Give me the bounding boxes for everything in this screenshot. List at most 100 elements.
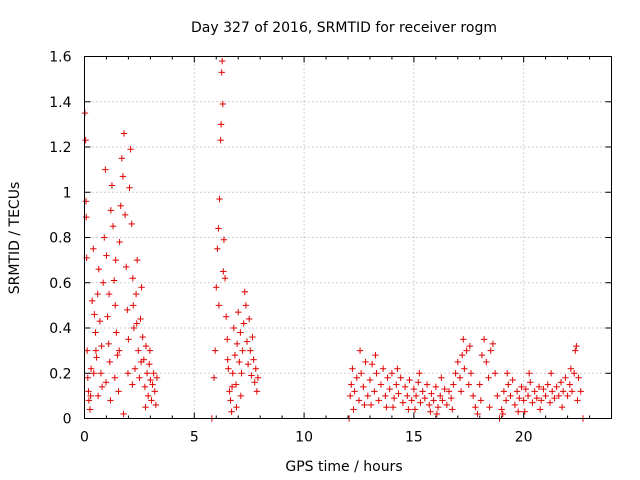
data-point <box>419 388 426 395</box>
data-point <box>395 390 402 397</box>
data-point <box>513 388 521 395</box>
y-tick-label: 0.8 <box>49 231 71 247</box>
data-point <box>92 329 99 336</box>
data-point <box>146 361 153 368</box>
data-point <box>441 385 448 393</box>
data-point <box>86 406 94 413</box>
y-tick-label: 0 <box>63 412 72 428</box>
data-point <box>393 381 400 388</box>
data-point <box>91 311 98 318</box>
data-point <box>568 388 576 395</box>
data-point <box>245 315 253 323</box>
y-tick-label: 0.6 <box>49 276 71 292</box>
data-point <box>210 374 218 381</box>
data-point <box>137 358 145 366</box>
data-point <box>350 406 357 413</box>
x-tick-label: 0 <box>80 430 89 446</box>
data-point <box>107 397 114 404</box>
data-point <box>428 390 435 397</box>
data-point <box>85 397 93 404</box>
data-point <box>426 401 433 409</box>
data-point <box>141 383 149 391</box>
data-point <box>254 374 262 381</box>
data-point <box>433 410 441 418</box>
data-point <box>401 383 409 391</box>
data-point <box>421 394 429 402</box>
data-point <box>133 320 140 327</box>
data-point <box>104 313 111 320</box>
data-point <box>90 245 97 253</box>
data-point <box>384 374 391 381</box>
data-point <box>356 347 364 354</box>
data-point <box>94 290 101 298</box>
data-point <box>148 397 155 404</box>
data-point <box>570 370 578 377</box>
data-point <box>93 354 100 361</box>
y-tick-label: 0.2 <box>49 366 71 382</box>
data-point <box>372 351 379 359</box>
data-point <box>111 374 119 381</box>
data-point <box>123 263 130 271</box>
data-point <box>502 397 510 404</box>
data-point <box>357 370 365 377</box>
data-point <box>437 392 444 400</box>
data-point <box>220 268 227 275</box>
data-point <box>230 324 238 332</box>
data-point <box>117 202 124 210</box>
data-point <box>134 256 141 264</box>
x-tick-labels: 0 5 10 15 20 <box>80 430 533 446</box>
data-point <box>243 338 251 345</box>
data-point <box>85 388 92 395</box>
data-point <box>551 394 558 402</box>
data-point <box>360 383 367 391</box>
data-point <box>457 388 465 395</box>
data-point <box>553 383 560 391</box>
data-point <box>220 236 228 243</box>
data-point <box>476 381 483 388</box>
data-point <box>430 397 437 404</box>
data-point <box>101 234 108 241</box>
data-point <box>390 394 398 402</box>
data-point <box>371 388 378 395</box>
data-point <box>152 401 160 409</box>
data-point <box>219 100 227 108</box>
y-axis-title: SRMTID / TECUs <box>7 182 23 295</box>
data-point <box>566 381 573 388</box>
data-point <box>574 397 581 404</box>
data-point <box>114 351 121 359</box>
data-point <box>463 347 470 354</box>
data-point <box>119 173 127 180</box>
data-point <box>147 376 154 384</box>
data-point <box>115 388 122 395</box>
data-point <box>253 388 261 395</box>
data-point <box>542 392 549 400</box>
data-point <box>572 347 579 354</box>
data-point <box>235 308 242 316</box>
data-point <box>466 342 474 350</box>
data-point <box>251 379 258 386</box>
data-point <box>228 383 236 391</box>
data-point <box>499 410 507 418</box>
plot-frame <box>84 56 612 419</box>
data-point <box>131 365 139 372</box>
data-point <box>351 388 358 395</box>
data-point <box>465 381 472 388</box>
data-point <box>544 381 552 388</box>
data-point <box>95 265 102 273</box>
data-point <box>575 374 582 381</box>
data-point <box>411 406 419 413</box>
data-point <box>448 394 455 402</box>
data-point <box>498 406 505 413</box>
data-point <box>217 121 225 128</box>
data-point <box>231 351 239 359</box>
data-point <box>522 385 530 393</box>
data-point <box>483 358 490 366</box>
data-point <box>102 166 109 173</box>
data-point <box>216 195 223 203</box>
data-point <box>346 392 354 400</box>
data-point <box>388 370 396 377</box>
data-point <box>514 408 522 415</box>
data-point <box>474 410 481 418</box>
data-point <box>535 383 543 391</box>
data-point <box>237 329 244 336</box>
